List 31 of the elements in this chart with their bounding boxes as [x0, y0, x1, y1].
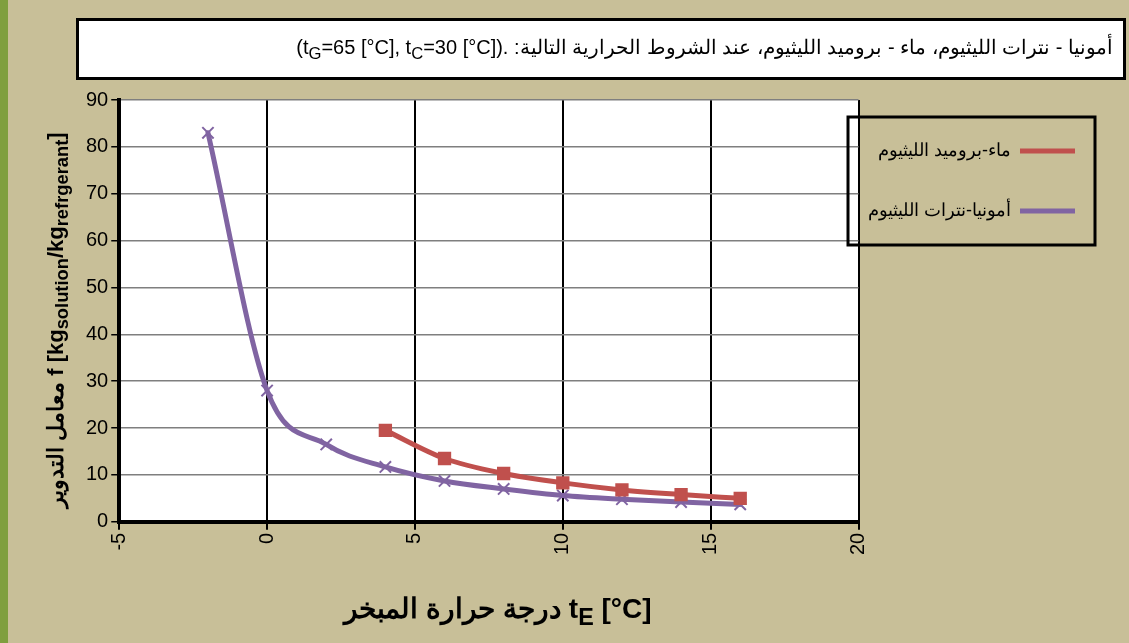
point — [556, 488, 570, 503]
point — [260, 383, 274, 398]
x-tick-label: 5 — [402, 532, 425, 544]
y-tick-label: 30 — [86, 368, 109, 391]
y-tick-label: 50 — [86, 274, 109, 297]
x-tick-label: 0 — [254, 532, 277, 544]
point — [674, 487, 688, 502]
point — [733, 491, 747, 505]
point — [378, 423, 393, 438]
point — [319, 437, 333, 452]
legend-label: أمونيا-نترات الليثيوم — [868, 197, 1011, 221]
y-tick-label: 10 — [86, 462, 109, 485]
y-tick-label: 40 — [86, 321, 109, 344]
point — [497, 482, 511, 496]
point — [378, 460, 393, 474]
point — [437, 451, 452, 466]
y-tick-label: 60 — [86, 228, 109, 251]
y-tick-label: 80 — [86, 134, 109, 157]
legend-label: ماء-بروميد الليثيوم — [878, 139, 1011, 161]
x-tick-label: 15 — [698, 532, 721, 555]
x-tick-label: 20 — [846, 532, 869, 555]
point — [615, 483, 629, 497]
point — [497, 466, 511, 481]
point — [201, 126, 215, 140]
point — [437, 474, 452, 488]
point — [556, 476, 570, 490]
x-tick-label: 10 — [550, 532, 573, 555]
y-tick-label: 70 — [86, 181, 109, 204]
y-tick-label: 20 — [86, 415, 109, 438]
y-tick-label: 90 — [86, 87, 109, 110]
x-tick-label: -5 — [106, 532, 129, 551]
